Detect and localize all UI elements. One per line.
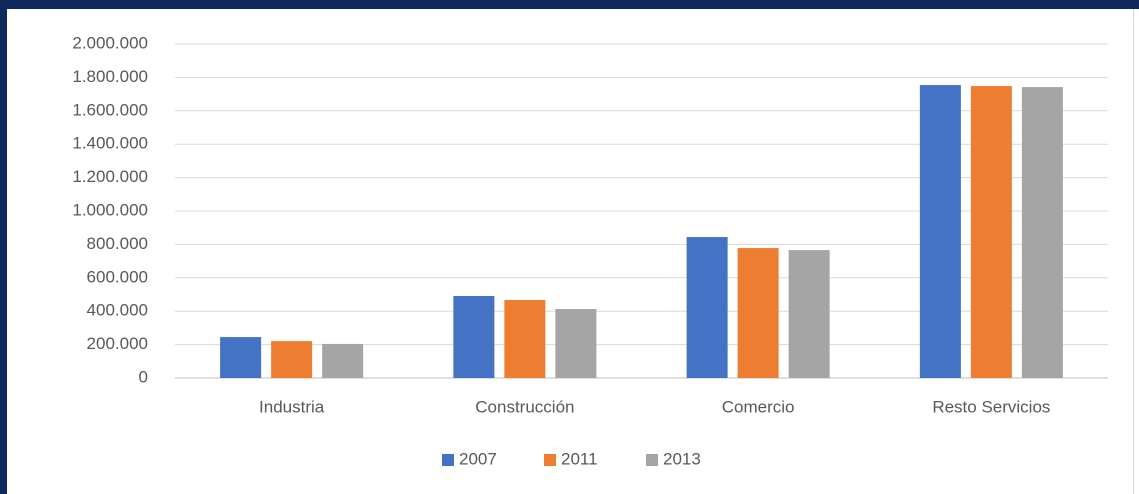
y-tick-label: 1.000.000	[72, 200, 148, 219]
y-tick-label: 2.000.000	[72, 33, 148, 52]
bar	[504, 300, 546, 378]
frame-right	[1133, 9, 1134, 494]
bar	[970, 86, 1012, 379]
y-tick-label: 600.000	[87, 267, 148, 286]
bar	[737, 248, 779, 378]
x-tick-label: Resto Servicios	[932, 397, 1050, 416]
x-tick-label: Construcción	[475, 397, 574, 416]
legend-swatch	[544, 454, 556, 466]
bar	[453, 296, 495, 378]
frame-left	[0, 0, 7, 494]
y-tick-label: 1.400.000	[72, 134, 148, 153]
y-tick-label: 1.600.000	[72, 100, 148, 119]
legend-label: 2007	[459, 449, 497, 468]
y-tick-label: 0	[139, 367, 148, 386]
bar	[1021, 87, 1063, 378]
legend-label: 2013	[663, 449, 701, 468]
bar	[919, 85, 961, 378]
bar	[220, 337, 262, 378]
legend-swatch	[646, 454, 658, 466]
y-tick-label: 400.000	[87, 301, 148, 320]
bar	[322, 343, 364, 378]
x-tick-label: Comercio	[722, 397, 795, 416]
y-tick-label: 1.200.000	[72, 167, 148, 186]
bar	[788, 250, 830, 378]
legend-label: 2011	[561, 449, 598, 468]
x-tick-label: Industria	[259, 397, 325, 416]
bar	[555, 309, 597, 378]
frame-top	[0, 0, 1139, 9]
y-tick-label: 200.000	[87, 334, 148, 353]
bar	[271, 341, 313, 378]
y-tick-label: 1.800.000	[72, 67, 148, 86]
y-tick-label: 800.000	[87, 234, 148, 253]
legend-swatch	[442, 454, 454, 466]
bar	[686, 237, 728, 378]
